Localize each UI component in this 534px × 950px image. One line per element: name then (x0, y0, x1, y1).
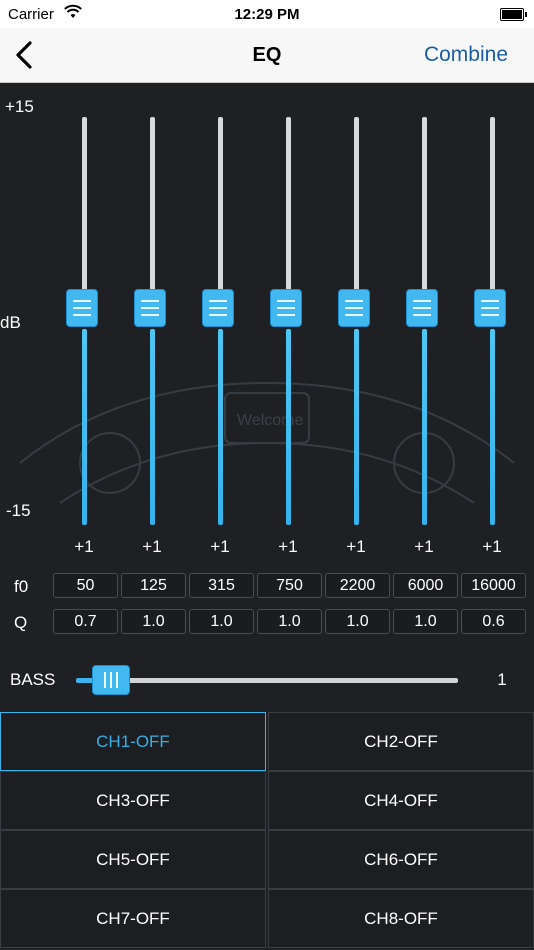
q-field[interactable]: 1.0 (121, 609, 186, 634)
eq-gain-value: +1 (74, 537, 94, 556)
f0-field[interactable]: 750 (257, 573, 322, 598)
q-row-label: Q (14, 613, 28, 632)
channel-button-4[interactable]: CH4-OFF (268, 771, 534, 830)
channel-button-5[interactable]: CH5-OFF (0, 830, 266, 889)
eq-track-lower (422, 329, 427, 525)
q-field[interactable]: 1.0 (189, 609, 254, 634)
channel-button-8[interactable]: CH8-OFF (268, 889, 534, 948)
f0-field[interactable]: 2200 (325, 573, 390, 598)
page-title: EQ (252, 44, 282, 66)
channel-button-6[interactable]: CH6-OFF (268, 830, 534, 889)
bass-track-filled (76, 678, 96, 683)
q-field[interactable]: 1.0 (393, 609, 458, 634)
nav-bar: EQ Combine (0, 28, 534, 83)
eq-slider-7[interactable] (472, 117, 512, 527)
f0-field[interactable]: 315 (189, 573, 254, 598)
scale-bottom-label: -15 (6, 501, 31, 520)
f0-field[interactable]: 6000 (393, 573, 458, 598)
f0-field[interactable]: 16000 (461, 573, 526, 598)
eq-track-upper (286, 117, 291, 293)
eq-slider-5[interactable] (336, 117, 376, 527)
eq-track-lower (354, 329, 359, 525)
f0-field[interactable]: 125 (121, 573, 186, 598)
q-field[interactable]: 0.6 (461, 609, 526, 634)
q-field[interactable]: 0.7 (53, 609, 118, 634)
eq-slider-2[interactable] (132, 117, 172, 527)
eq-track-upper (150, 117, 155, 293)
channel-button-2[interactable]: CH2-OFF (268, 712, 534, 771)
eq-gain-value: +1 (346, 537, 366, 556)
eq-track-upper (218, 117, 223, 293)
eq-track-lower (150, 329, 155, 525)
channel-button-7[interactable]: CH7-OFF (0, 889, 266, 948)
wifi-icon (64, 4, 82, 24)
eq-slider-thumb[interactable] (474, 289, 506, 327)
battery-icon (500, 8, 527, 21)
eq-track-lower (490, 329, 495, 525)
bass-slider-track[interactable] (96, 678, 458, 683)
eq-slider-3[interactable] (200, 117, 240, 527)
combine-button[interactable]: Combine (423, 43, 508, 66)
eq-track-lower (82, 329, 87, 525)
eq-slider-thumb[interactable] (202, 289, 234, 327)
eq-gain-value: +1 (278, 537, 298, 556)
channel-button-1[interactable]: CH1-OFF (0, 712, 266, 771)
eq-track-upper (422, 117, 427, 293)
eq-slider-6[interactable] (404, 117, 444, 527)
carrier-label: Carrier (8, 6, 54, 23)
eq-slider-4[interactable] (268, 117, 308, 527)
q-field[interactable]: 1.0 (257, 609, 322, 634)
status-bar: Carrier 12:29 PM (0, 0, 534, 28)
eq-gain-value: +1 (482, 537, 502, 556)
eq-gain-value: +1 (210, 537, 230, 556)
f0-row-label: f0 (14, 577, 29, 596)
eq-track-upper (490, 117, 495, 293)
eq-slider-1[interactable] (64, 117, 104, 527)
eq-slider-thumb[interactable] (270, 289, 302, 327)
eq-slider-thumb[interactable] (66, 289, 98, 327)
chevron-left-icon (16, 41, 32, 69)
scale-mid-label: dB (0, 313, 21, 332)
back-button[interactable] (12, 39, 40, 71)
eq-track-lower (286, 329, 291, 525)
eq-gain-value: +1 (142, 537, 162, 556)
eq-slider-thumb[interactable] (338, 289, 370, 327)
q-field[interactable]: 1.0 (325, 609, 390, 634)
channel-button-3[interactable]: CH3-OFF (0, 771, 266, 830)
f0-field[interactable]: 50 (53, 573, 118, 598)
eq-track-lower (218, 329, 223, 525)
eq-track-upper (354, 117, 359, 293)
eq-slider-thumb[interactable] (406, 289, 438, 327)
eq-panel: Welcome +15 dB -15 +1 +1 +1 +1 +1 +1 +1 f0 Q 5… (0, 83, 534, 950)
status-time: 12:29 PM (234, 6, 300, 23)
bass-slider-thumb[interactable] (92, 665, 130, 695)
bass-value: 1 (497, 670, 507, 689)
eq-gain-value: +1 (414, 537, 434, 556)
bass-label: BASS (10, 670, 56, 689)
eq-slider-thumb[interactable] (134, 289, 166, 327)
eq-track-upper (82, 117, 87, 293)
scale-top-label: +15 (5, 97, 34, 116)
